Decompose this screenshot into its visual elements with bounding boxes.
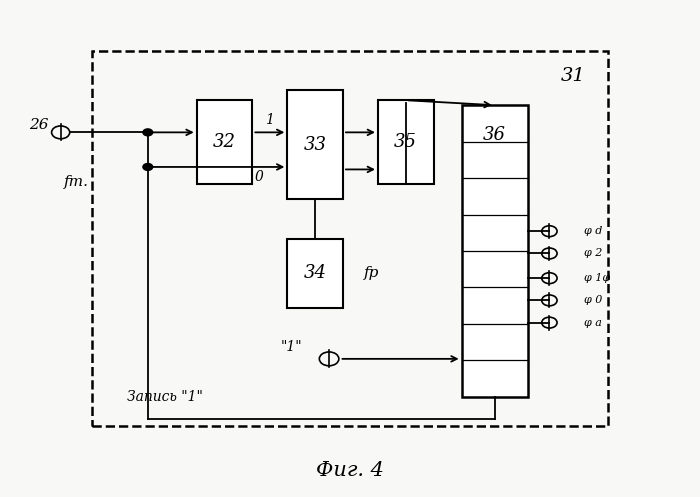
Text: φ 2: φ 2 [584,248,602,258]
Circle shape [143,164,153,170]
Text: φ 0: φ 0 [584,295,602,305]
Bar [197,100,253,184]
Bar [92,51,608,426]
Text: 36: 36 [483,126,506,144]
Bar [287,90,343,199]
Bar [287,239,343,308]
Text: 1: 1 [265,113,274,127]
Text: φ 1φ: φ 1φ [584,273,610,283]
Text: Фиг. 4: Фиг. 4 [316,461,384,481]
Text: Запись "1": Запись "1" [127,390,203,404]
Text: φ a: φ a [584,318,601,328]
Text: 33: 33 [304,136,327,154]
Text: φ d: φ d [584,226,602,236]
Text: "1": "1" [280,339,302,353]
Text: fр: fр [364,266,379,280]
Text: fт.: fт. [64,175,89,189]
Text: 26: 26 [29,118,49,132]
Text: 34: 34 [304,264,327,282]
Text: 32: 32 [213,133,236,151]
Text: 0: 0 [255,170,264,184]
Text: 35: 35 [394,133,417,151]
Bar [461,105,528,397]
Circle shape [143,129,153,136]
Text: 31: 31 [561,67,585,84]
Bar [378,100,434,184]
